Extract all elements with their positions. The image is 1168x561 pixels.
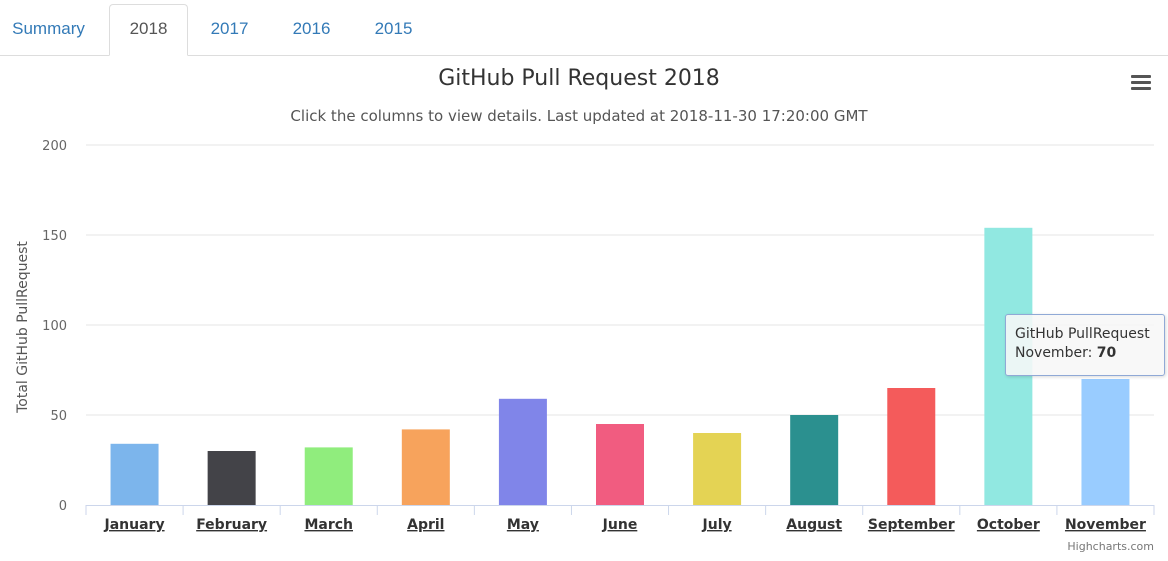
credits-link[interactable]: Highcharts.com	[1067, 540, 1154, 553]
x-tick-label-september[interactable]: September	[868, 517, 955, 533]
tab-2015[interactable]: 2015	[374, 19, 413, 38]
tab-2016[interactable]: 2016	[292, 19, 331, 38]
tooltip-point: November: 70	[1015, 345, 1117, 361]
chart-tooltip: GitHub PullRequest November: 70	[1005, 314, 1165, 376]
y-tick-label-150: 150	[42, 229, 67, 244]
x-tick-label-june[interactable]: June	[602, 517, 638, 533]
pull-request-chart: GitHub Pull Request 2018 Click the colum…	[15, 66, 1156, 553]
tab-2018[interactable]: 2018	[109, 4, 188, 56]
y-axis-title: Total GitHub PullRequest	[15, 241, 31, 414]
x-tick-label-may[interactable]: May	[507, 517, 539, 533]
bar-july[interactable]	[693, 433, 742, 505]
x-tick-label-january[interactable]: January	[104, 517, 165, 533]
chart-menu-icon[interactable]	[1126, 74, 1156, 96]
x-tick-label-november[interactable]: November	[1065, 517, 1146, 533]
tab-2017[interactable]: 2017	[210, 19, 249, 38]
y-tick-label-50: 50	[50, 409, 67, 424]
bar-august[interactable]	[790, 415, 839, 505]
y-tick-label-200: 200	[42, 139, 67, 154]
tooltip-category: November	[1015, 345, 1088, 361]
y-tick-label-0: 0	[59, 499, 67, 514]
x-tick-label-august[interactable]: August	[786, 517, 842, 533]
y-tick-label-100: 100	[42, 319, 67, 334]
tooltip-value: 70	[1096, 345, 1117, 361]
bars	[110, 227, 1130, 506]
bar-november[interactable]	[1081, 379, 1130, 505]
x-tick-label-february[interactable]: February	[196, 517, 267, 533]
tooltip-series: GitHub PullRequest	[1015, 326, 1150, 342]
bar-january[interactable]	[110, 443, 159, 505]
x-axis: January February March April May June July Augu…	[85, 505, 1155, 533]
gridlines	[86, 144, 1154, 416]
x-tick-label-april[interactable]: April	[407, 517, 444, 533]
bar-september[interactable]	[887, 388, 936, 505]
bar-february[interactable]	[207, 451, 256, 505]
x-tick-label-july[interactable]: July	[702, 517, 732, 533]
y-axis-ticks: 0 50 100 150 200	[42, 139, 67, 514]
chart-subtitle: Click the columns to view details. Last …	[290, 107, 868, 125]
x-tick-label-october[interactable]: October	[977, 517, 1040, 533]
bar-june[interactable]	[596, 424, 644, 505]
tab-summary[interactable]: Summary	[12, 19, 85, 38]
bar-may[interactable]	[498, 398, 547, 505]
bar-march[interactable]	[304, 447, 353, 505]
chart-title: GitHub Pull Request 2018	[438, 66, 720, 91]
bar-april[interactable]	[401, 429, 450, 505]
year-tabs: Summary 2018 2017 2016 2015	[0, 0, 1168, 56]
x-tick-label-march[interactable]: March	[304, 517, 353, 533]
